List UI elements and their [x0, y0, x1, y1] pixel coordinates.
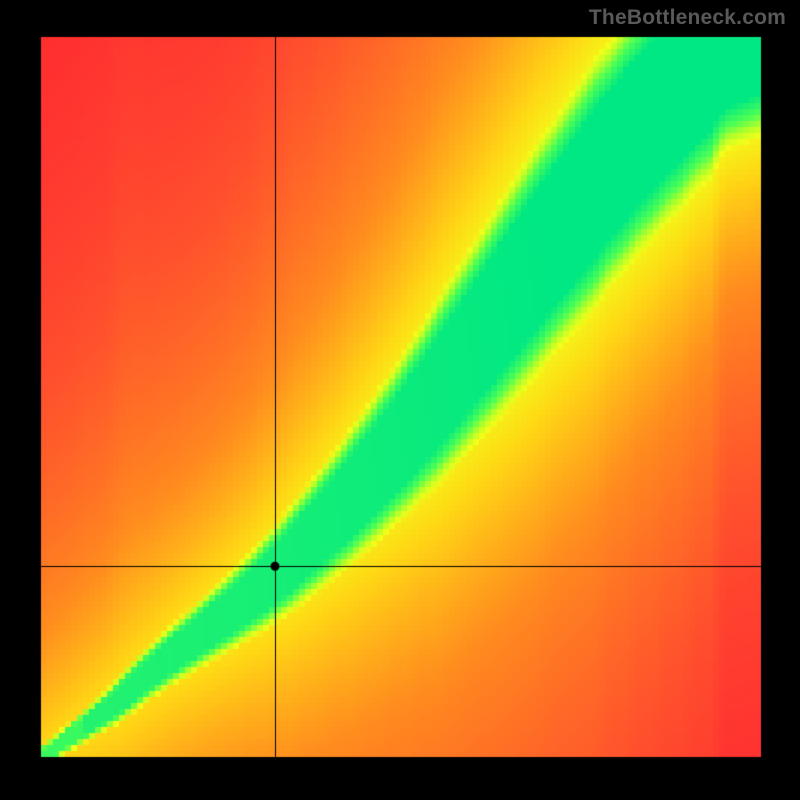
chart-container: TheBottleneck.com: [0, 0, 800, 800]
overlay-canvas: [0, 0, 800, 800]
watermark-text: TheBottleneck.com: [589, 6, 786, 30]
